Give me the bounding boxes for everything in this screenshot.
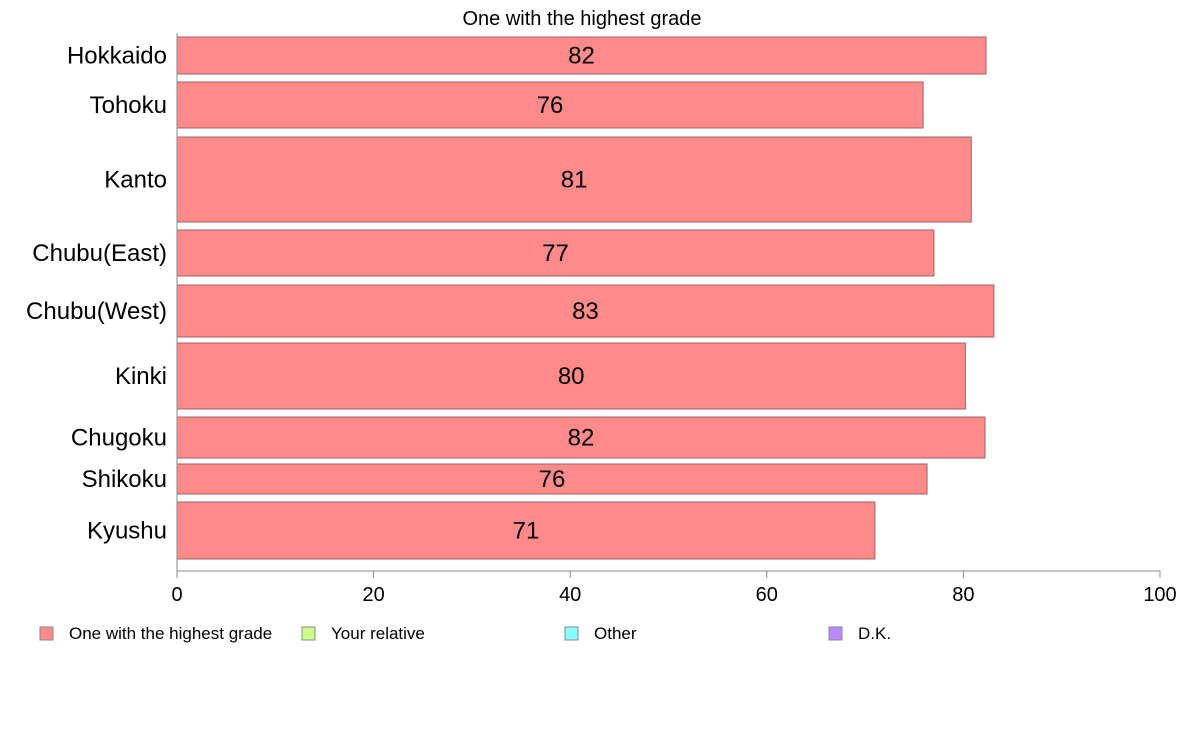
chart-title: One with the highest grade bbox=[462, 8, 701, 30]
category-label: Chugoku bbox=[71, 425, 167, 452]
bar-chubu-west- bbox=[176, 284, 995, 338]
value-label: 82 bbox=[568, 425, 595, 452]
value-label: 76 bbox=[537, 92, 564, 119]
category-label: Tohoku bbox=[90, 92, 167, 119]
value-label: 80 bbox=[558, 363, 585, 390]
category-label: Chubu(West) bbox=[26, 298, 167, 325]
legend-label: D.K. bbox=[858, 624, 891, 643]
x-tick-label: 60 bbox=[756, 584, 778, 606]
legend: One with the highest grade Your relative O… bbox=[39, 624, 891, 643]
x-axis: 0 20 40 60 80 100 bbox=[171, 33, 1177, 606]
legend-label: One with the highest grade bbox=[69, 624, 272, 643]
category-label: Kinki bbox=[115, 363, 167, 390]
category-labels: Hokkaido Tohoku Kanto Chubu(East) Chubu(West… bbox=[26, 43, 167, 545]
bar-chugoku bbox=[176, 416, 986, 459]
bar-kanto bbox=[176, 136, 972, 223]
legend-swatch bbox=[39, 626, 54, 641]
legend-swatch bbox=[828, 626, 843, 641]
value-label: 82 bbox=[568, 43, 595, 70]
category-label: Shikoku bbox=[82, 466, 167, 493]
value-label: 71 bbox=[513, 518, 540, 545]
x-tick-label: 80 bbox=[952, 584, 974, 606]
legend-label: Your relative bbox=[331, 624, 425, 643]
bars-group bbox=[176, 36, 995, 560]
category-label: Hokkaido bbox=[67, 43, 167, 70]
x-tick-label: 20 bbox=[362, 584, 384, 606]
x-tick-label: 0 bbox=[171, 584, 182, 606]
bar-hokkaido bbox=[176, 36, 987, 75]
legend-swatch bbox=[564, 626, 579, 641]
value-label: 77 bbox=[542, 240, 569, 267]
value-label: 76 bbox=[539, 466, 566, 493]
legend-label: Other bbox=[594, 624, 637, 643]
legend-swatch bbox=[301, 626, 316, 641]
bar-tohoku bbox=[176, 81, 924, 129]
bar-chubu-east- bbox=[176, 229, 935, 277]
value-label: 81 bbox=[561, 167, 588, 194]
x-tick-label: 100 bbox=[1143, 584, 1176, 606]
category-label: Chubu(East) bbox=[32, 240, 167, 267]
bar-kinki bbox=[176, 342, 966, 410]
category-label: Kanto bbox=[104, 167, 167, 194]
x-tick-label: 40 bbox=[559, 584, 581, 606]
category-label: Kyushu bbox=[87, 518, 167, 545]
value-label: 83 bbox=[572, 298, 599, 325]
